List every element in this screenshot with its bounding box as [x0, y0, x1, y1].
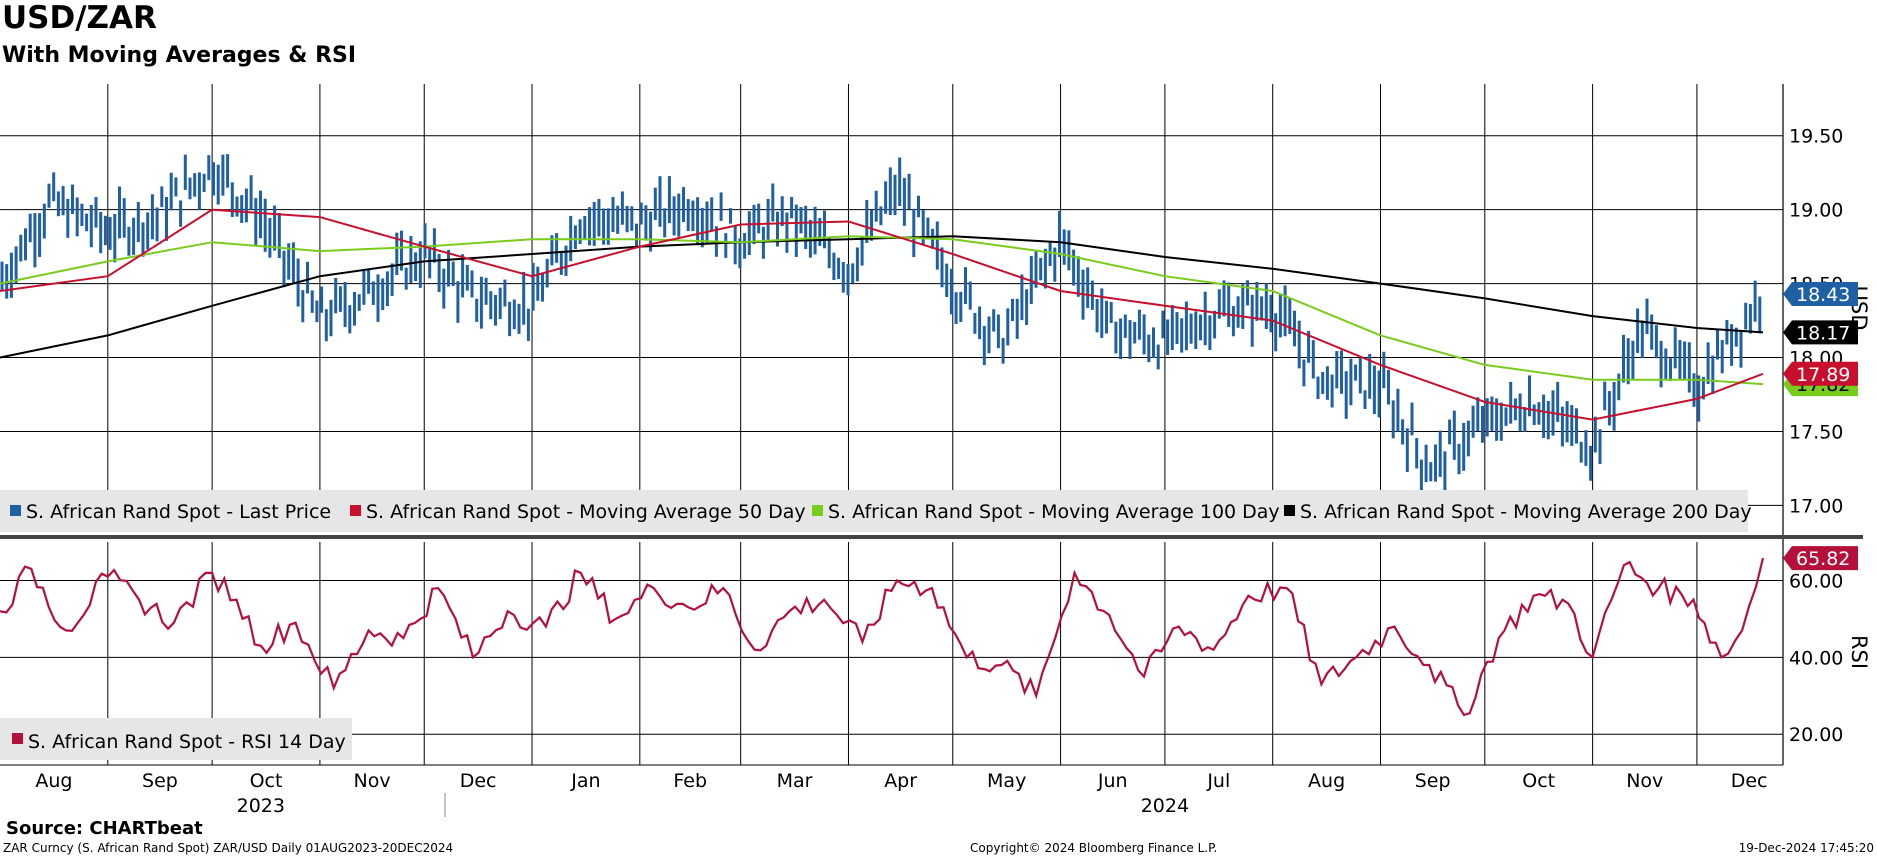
x-month-tick-label: Nov — [1626, 770, 1663, 792]
price-panel-background — [0, 84, 1783, 532]
x-year-label: 2023 — [237, 795, 285, 817]
rsi-y-tick-label: 20.00 — [1789, 724, 1843, 746]
legend-swatch — [350, 505, 361, 516]
x-month-tick-label: Mar — [777, 770, 813, 792]
source-note: Source: CHARTbeat — [6, 818, 203, 839]
legend-swatch — [1284, 505, 1295, 516]
rsi-y-tick-label: 60.00 — [1789, 570, 1843, 592]
x-month-tick-label: Oct — [250, 770, 283, 792]
price-last-value-bg — [1783, 281, 1858, 306]
footer-timestamp: 19-Dec-2024 17:45:20 — [1738, 841, 1874, 855]
chart-title: USD/ZAR — [2, 0, 157, 36]
x-year-label: 2024 — [1141, 795, 1189, 817]
rsi-last-value: 65.82 — [1796, 548, 1850, 570]
ma50-last-value-bg — [1783, 361, 1858, 386]
x-month-tick-label: Jun — [1097, 770, 1128, 792]
footer-ticker-info: ZAR Curncy (S. African Rand Spot) ZAR/US… — [3, 841, 454, 855]
x-month-tick-label: Oct — [1522, 770, 1555, 792]
x-month-tick-label: Aug — [1308, 770, 1345, 792]
x-month-tick-label: Apr — [884, 770, 917, 792]
x-month-tick-label: Sep — [1415, 770, 1451, 792]
rsi-axis-title: RSI — [1847, 635, 1871, 669]
price-legend-entry: S. African Rand Spot - Moving Average 50… — [366, 501, 806, 523]
rsi-last-value-bg — [1783, 546, 1858, 571]
x-month-tick-label: Dec — [1731, 770, 1768, 792]
rsi-y-tick-label: 40.00 — [1789, 647, 1843, 669]
price-bars — [0, 154, 1762, 495]
x-month-tick-label: Feb — [673, 770, 707, 792]
x-month-tick-label: May — [987, 770, 1026, 792]
price-legend-entry: S. African Rand Spot - Moving Average 10… — [828, 501, 1280, 523]
x-month-tick-label: Jan — [570, 770, 600, 792]
price-y-tick-label: 19.00 — [1789, 200, 1843, 222]
price-legend-entry: S. African Rand Spot - Moving Average 20… — [1300, 501, 1752, 523]
ma50-line — [0, 208, 1764, 421]
chart-subtitle: With Moving Averages & RSI — [2, 43, 357, 68]
x-month-tick-label: Dec — [460, 770, 497, 792]
rsi-legend-box — [0, 718, 352, 760]
price-legend-entry: S. African Rand Spot - Last Price — [26, 501, 331, 523]
footer-copyright: Copyright© 2024 Bloomberg Finance L.P. — [970, 841, 1218, 855]
legend-swatch — [812, 505, 823, 516]
price-legend-box — [0, 490, 1748, 532]
ma50-last-value: 17.89 — [1796, 364, 1850, 386]
price-y-tick-label: 17.00 — [1789, 495, 1843, 517]
x-month-tick-label: Sep — [142, 770, 178, 792]
legend-swatch — [10, 505, 21, 516]
ma200-last-value-bg — [1783, 320, 1858, 345]
price-last-value: 18.43 — [1796, 284, 1850, 306]
rsi-line — [0, 557, 1765, 717]
legend-swatch — [12, 733, 23, 744]
ma200-last-value: 18.17 — [1796, 322, 1850, 344]
x-month-tick-label: Aug — [35, 770, 72, 792]
price-y-tick-label: 17.50 — [1789, 421, 1843, 443]
x-month-tick-label: Nov — [354, 770, 391, 792]
rsi-legend-entry: S. African Rand Spot - RSI 14 Day — [28, 731, 346, 753]
price-y-tick-label: 19.50 — [1789, 126, 1843, 148]
x-month-tick-label: Jul — [1206, 770, 1230, 792]
